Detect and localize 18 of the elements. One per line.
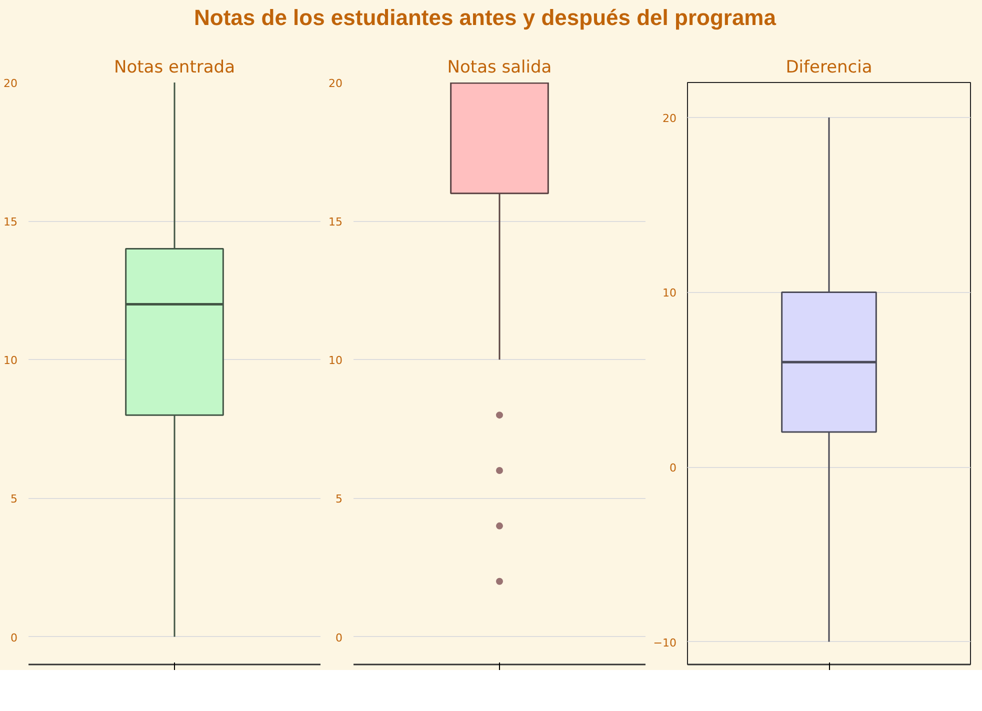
y-tick-label: 0 [10,631,18,644]
y-tick-label: 15 [328,216,343,229]
y-tick-label: 0 [336,631,342,644]
y-tick-label: 0 [670,462,676,475]
y-tick-label: 15 [4,216,18,229]
y-tick-label: 10 [662,286,677,300]
chart-title: Diferencia [786,58,872,78]
y-tick-label: 5 [10,492,18,506]
text: Notas de los estudiantes antes y después del programa [193,5,778,31]
y-tick-label: −10 [653,636,677,650]
y-tick-label: 20 [328,77,343,90]
y-tick-label: 20 [4,77,18,90]
chart-title: Notas salida [447,58,552,78]
y-tick-label: 5 [336,492,342,506]
y-tick-label: 10 [328,354,343,368]
y-tick-label: 10 [4,354,18,368]
chart-title: Notas entrada [114,58,235,78]
y-tick-label: 20 [662,112,677,125]
